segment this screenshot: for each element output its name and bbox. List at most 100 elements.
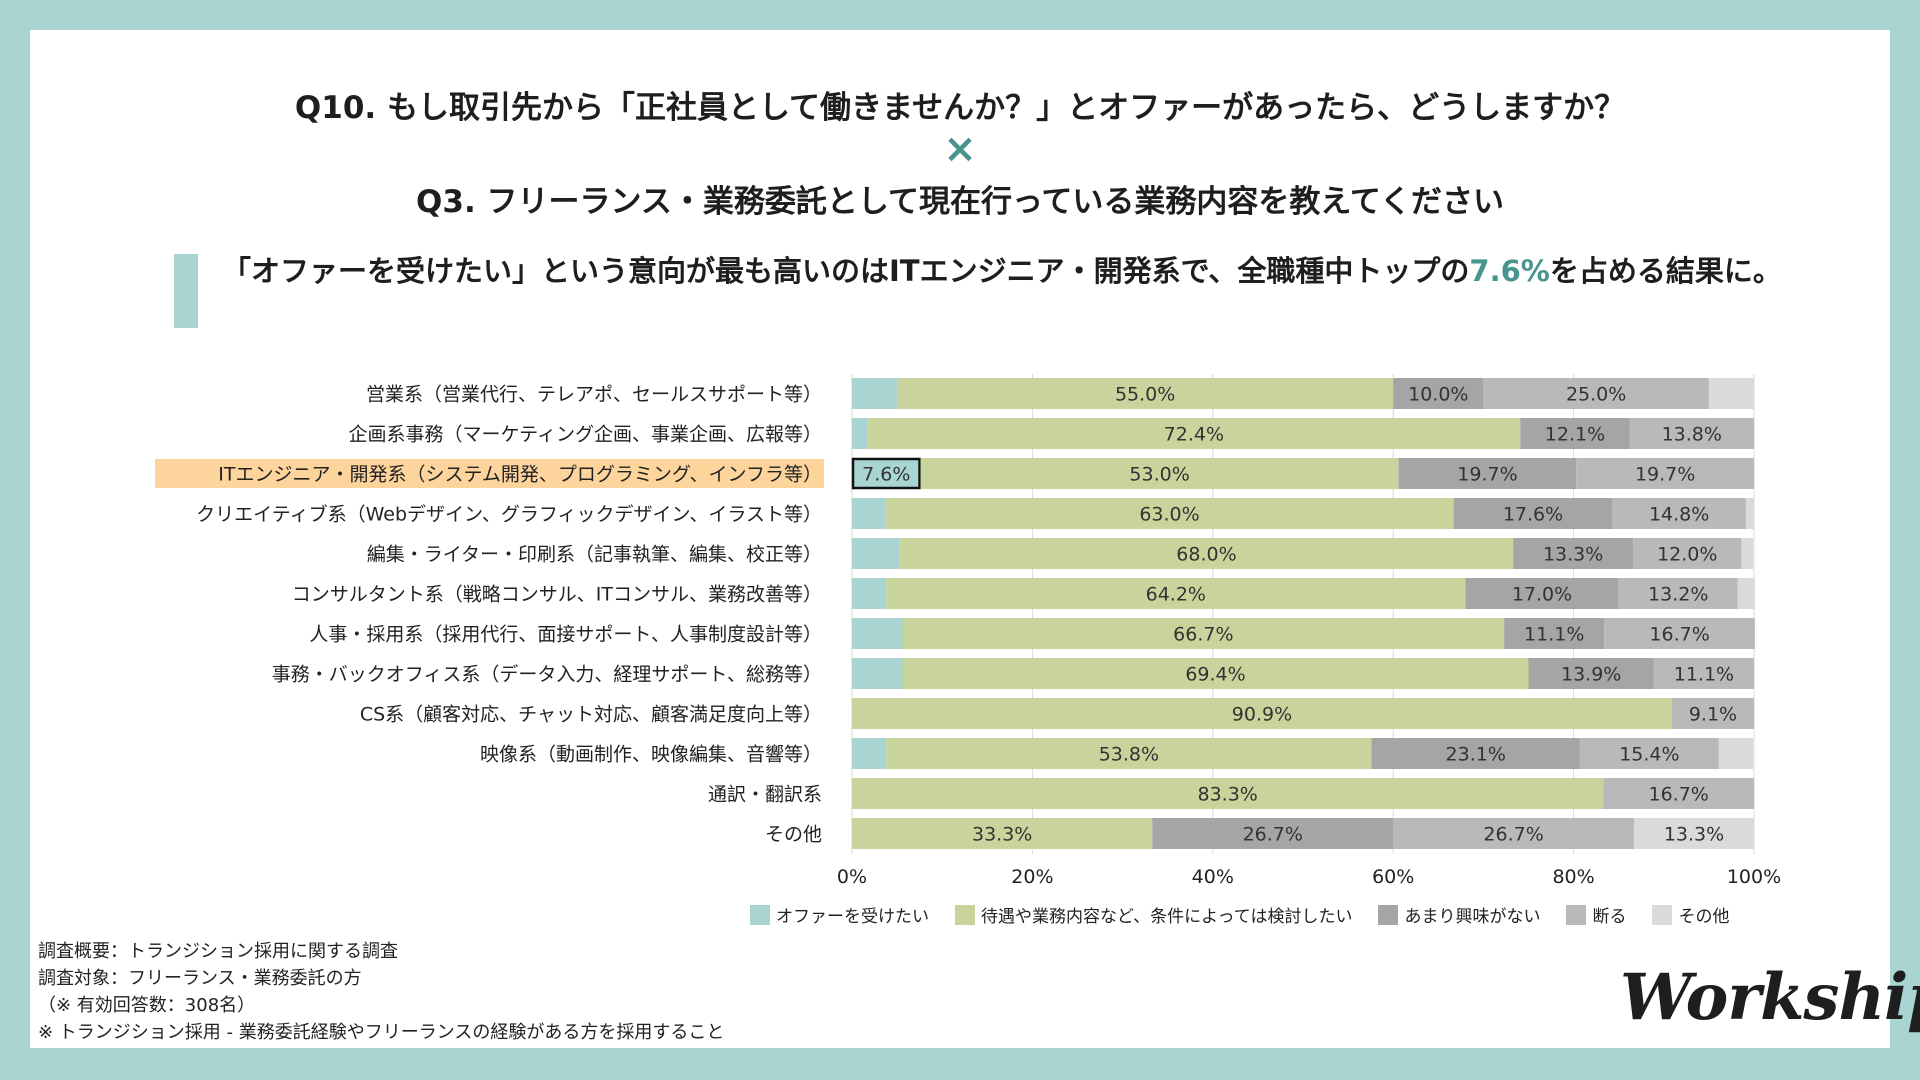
bar-segment — [1612, 498, 1746, 529]
bar-segment — [885, 498, 1454, 529]
data-label: 9.1% — [1689, 704, 1737, 726]
data-label: 13.9% — [1561, 664, 1621, 686]
legend-label: オファーを受けたい — [776, 907, 929, 927]
survey-footnote: 調査概要：トランジション採用に関する調査 調査対象：フリーランス・業務委託の方 … — [38, 938, 724, 1046]
bar-segment — [902, 618, 1505, 649]
category-label: 事務・バックオフィス系（データ入力、経理サポート、総務等） — [272, 664, 822, 686]
legend-swatch — [1566, 904, 1587, 925]
data-label: 13.3% — [1543, 544, 1603, 566]
legend-label: あまり興味がない — [1404, 907, 1541, 927]
legend-swatch — [1652, 904, 1673, 925]
bar-segment — [852, 378, 898, 409]
headline-highlight: 7.6% — [1469, 254, 1550, 288]
data-label: 16.7% — [1649, 624, 1709, 646]
bar-segment — [852, 818, 1153, 849]
bar-segment — [1393, 378, 1484, 409]
data-label: 83.3% — [1198, 784, 1258, 806]
category-label: 人事・採用系（採用代行、面接サポート、人事制度設計等） — [309, 624, 822, 646]
bar-segment — [897, 378, 1394, 409]
category-label: 映像系（動画制作、映像編集、音響等） — [480, 744, 822, 766]
data-label: 13.3% — [1664, 824, 1724, 846]
bar-segment — [1718, 738, 1754, 769]
data-label: 17.0% — [1512, 584, 1572, 606]
x-tick-label: 20% — [1011, 866, 1053, 888]
bar-segment — [1634, 818, 1754, 849]
legend-item: 断る — [1566, 902, 1626, 927]
data-label: 90.9% — [1232, 704, 1292, 726]
question-title-q10: Q10. もし取引先から「正社員として働きませんか？」とオファーがあったら、どう… — [294, 90, 1626, 126]
data-label: 26.7% — [1243, 824, 1303, 846]
bar-segment — [852, 578, 887, 609]
bar-segment — [1671, 698, 1754, 729]
bar-segment — [1633, 538, 1742, 569]
bar-segment — [1618, 578, 1738, 609]
bar-segment — [1528, 658, 1654, 689]
headline-text-1: 「オファーを受けたい」という意向が最も高いのはITエンジニア・開発系で、全職種中… — [222, 254, 1470, 288]
bar-segment — [1629, 418, 1754, 449]
bar-segment — [852, 738, 887, 769]
data-label: 55.0% — [1115, 384, 1175, 406]
bar-segment — [920, 458, 1399, 489]
bar-segment — [1152, 818, 1394, 849]
bar-segment — [852, 458, 921, 489]
data-label: 25.0% — [1566, 384, 1626, 406]
bar-segment — [1603, 778, 1754, 809]
data-label: 19.7% — [1635, 464, 1695, 486]
highlight-box — [851, 457, 921, 490]
data-label: 13.8% — [1662, 424, 1722, 446]
legend-label: 断る — [1592, 907, 1627, 927]
legend-item: その他 — [1652, 902, 1729, 927]
x-tick-label: 0% — [837, 866, 867, 888]
data-label: 16.7% — [1649, 784, 1709, 806]
category-label: コンサルタント系（戦略コンサル、ITコンサル、業務改善等） — [292, 584, 822, 606]
data-label: 66.7% — [1173, 624, 1233, 646]
category-label: ITエンジニア・開発系（システム開発、プログラミング、インフラ等） — [218, 464, 822, 486]
category-highlight-band — [155, 459, 824, 488]
data-label: 26.7% — [1483, 824, 1543, 846]
chart-legend: オファーを受けたい 待遇や業務内容など、条件によっては検討したい あまり興味がない 断… — [750, 902, 1755, 927]
legend-item: オファーを受けたい — [750, 902, 929, 927]
bar-segment — [1371, 738, 1580, 769]
legend-item: あまり興味がない — [1378, 902, 1540, 927]
headline-text-2: を占める結果に。 — [1549, 254, 1782, 288]
category-label: 通訳・翻訳系 — [708, 784, 822, 806]
data-label: 72.4% — [1164, 424, 1224, 446]
legend-label: その他 — [1678, 907, 1730, 927]
bar-segment — [867, 418, 1521, 449]
data-label: 53.8% — [1099, 744, 1159, 766]
bar-segment — [1576, 458, 1754, 489]
data-label: 13.2% — [1648, 584, 1708, 606]
data-label: 63.0% — [1139, 504, 1199, 526]
bar-segment — [852, 658, 903, 689]
bar-segment — [1520, 418, 1630, 449]
data-label: 12.0% — [1657, 544, 1717, 566]
headline-accent-bar — [174, 254, 198, 328]
data-label: 19.7% — [1457, 464, 1517, 486]
data-label: 12.1% — [1545, 424, 1605, 446]
footnote-line: 調査対象：フリーランス・業務委託の方 — [38, 968, 362, 989]
data-label: 7.6% — [862, 464, 910, 486]
bar-segment — [852, 778, 1604, 809]
bar-segment — [1393, 818, 1635, 849]
bar-segment — [852, 618, 903, 649]
data-label: 68.0% — [1176, 544, 1236, 566]
category-label: クリエイティブ系（Webデザイン、グラフィックデザイン、イラスト等） — [196, 503, 822, 526]
data-label: 53.0% — [1129, 464, 1189, 486]
data-label: 33.3% — [972, 824, 1032, 846]
data-label: 14.8% — [1649, 504, 1709, 526]
headline: 「オファーを受けたい」という意向が最も高いのはITエンジニア・開発系で、全職種中… — [222, 250, 1782, 292]
legend-swatch — [1378, 904, 1399, 925]
footnote-line: ※ トランジション採用 - 業務委託経験やフリーランスの経験がある方を採用するこ… — [38, 1022, 725, 1043]
bar-segment — [1465, 578, 1619, 609]
bar-segment — [1504, 618, 1605, 649]
category-label: 編集・ライター・印刷系（記事執筆、編集、校正等） — [367, 544, 822, 566]
bar-segment — [1737, 578, 1755, 609]
bar-segment — [852, 498, 886, 529]
bar-segment — [852, 538, 900, 569]
workship-logo: Workship — [1620, 960, 1920, 1035]
bar-segment — [1653, 658, 1754, 689]
bar-segment — [1453, 498, 1613, 529]
bar-segment — [1579, 738, 1719, 769]
bar-segment — [1398, 458, 1577, 489]
